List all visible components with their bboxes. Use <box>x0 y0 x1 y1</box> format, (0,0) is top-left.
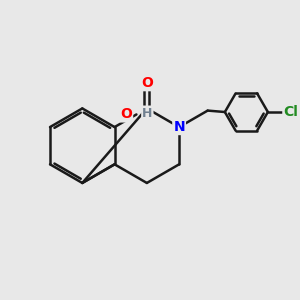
Text: Cl: Cl <box>284 105 298 119</box>
Text: O: O <box>120 107 132 122</box>
Text: H: H <box>142 106 152 119</box>
Text: O: O <box>141 76 153 90</box>
Text: N: N <box>173 120 185 134</box>
